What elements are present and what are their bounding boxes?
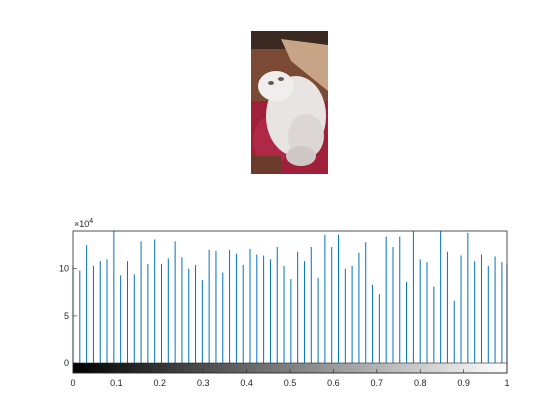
x-tick-label: 0.7: [371, 378, 384, 388]
y-exponent-label: ×104: [74, 218, 93, 229]
x-tick-label: 1: [504, 378, 509, 388]
y-tick-label: 10: [59, 264, 69, 274]
x-tick-label: 0: [70, 378, 75, 388]
x-axis-ticks: 0 0.1 0.2 0.3 0.4 0.5 0.6 0.7 0.8 0.9 1: [70, 369, 510, 388]
y-axis-ticks: 0 5 10: [59, 264, 77, 368]
y-tick-label: 0: [64, 358, 69, 368]
x-tick-label: 0.6: [327, 378, 340, 388]
cat-photo-drawing: [251, 31, 328, 174]
x-tick-label: 0.8: [414, 378, 427, 388]
x-tick-label: 0.4: [240, 378, 253, 388]
x-tick-label: 0.2: [154, 378, 167, 388]
cat-photo: [251, 31, 328, 174]
x-tick-label: 0.5: [284, 378, 297, 388]
x-tick-label: 0.3: [197, 378, 210, 388]
x-tick-label: 0.1: [110, 378, 123, 388]
plot-area: [73, 231, 507, 363]
plot-background: [73, 231, 507, 363]
x-tick-label: 0.9: [457, 378, 470, 388]
stem-series: [72, 231, 508, 363]
y-tick-label: 5: [64, 311, 69, 321]
